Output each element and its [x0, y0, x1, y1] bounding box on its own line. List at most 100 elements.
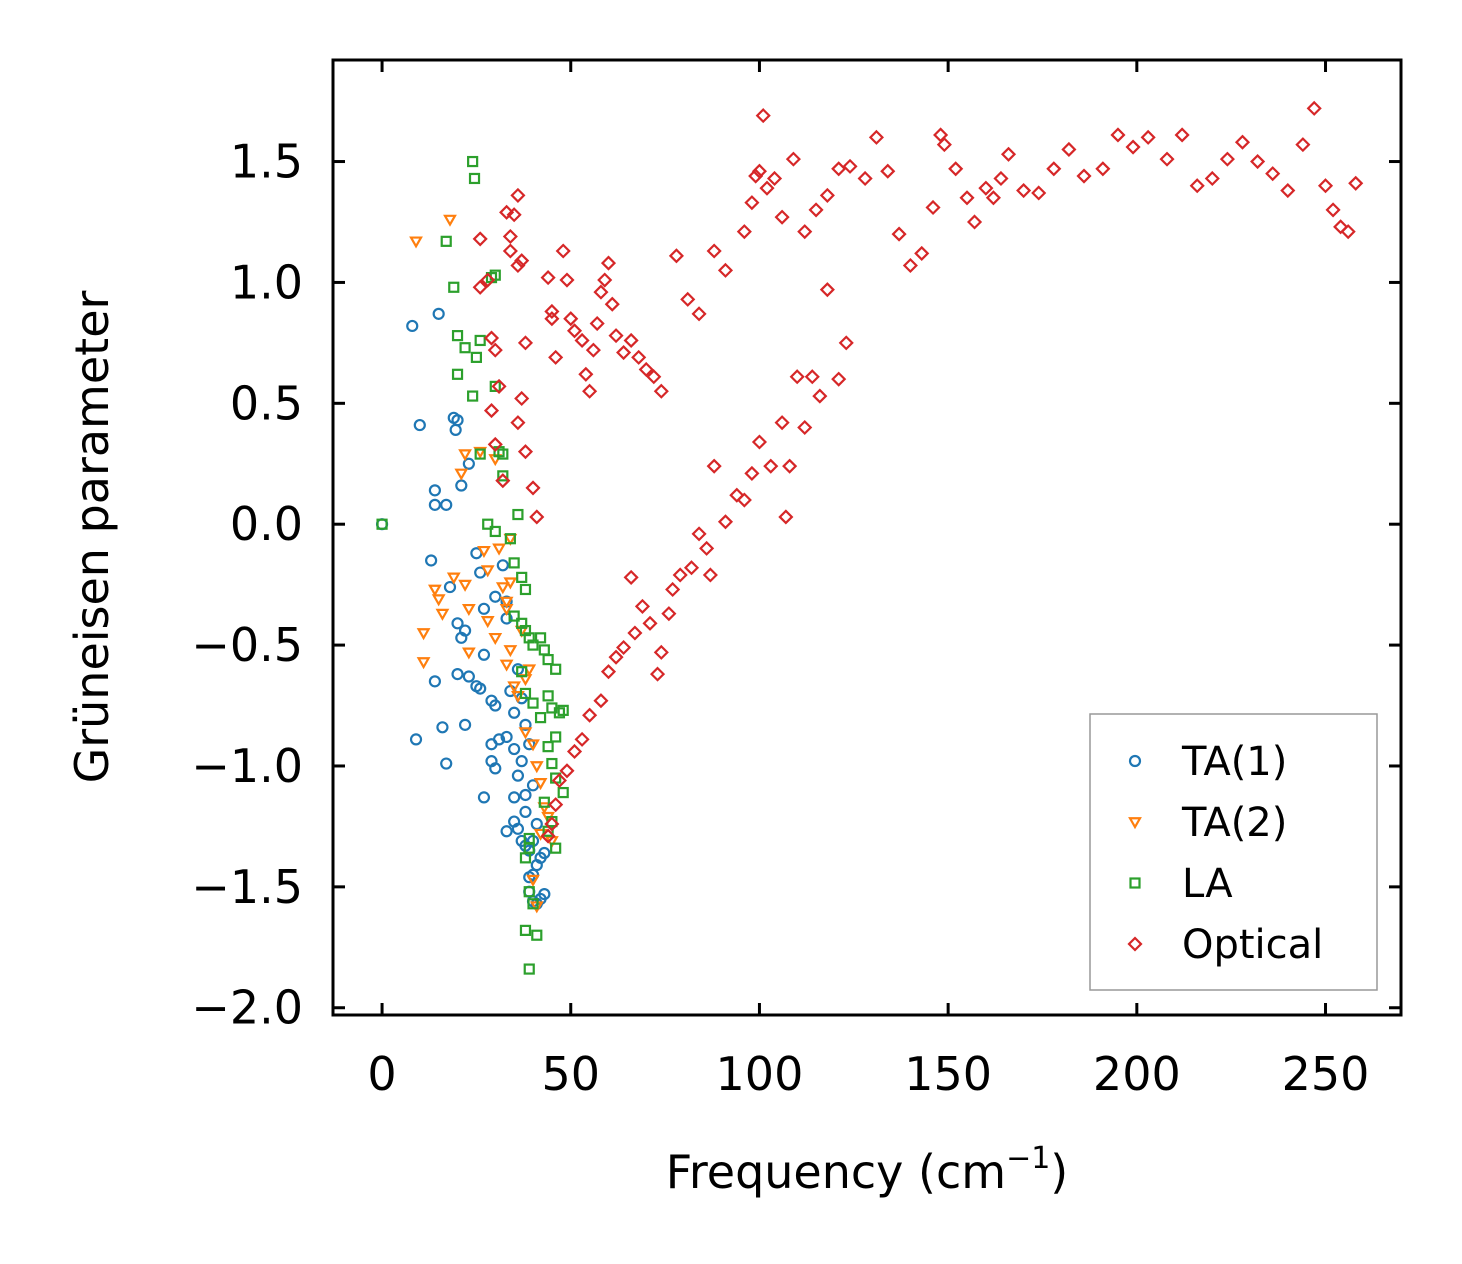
data-point-optical — [1317, 178, 1334, 194]
data-point-ta2 — [529, 761, 544, 774]
data-point-optical — [857, 170, 873, 187]
data-point-la — [376, 518, 388, 530]
data-point-ta2 — [495, 582, 510, 595]
data-point-optical — [638, 361, 654, 378]
data-point-ta1 — [508, 706, 521, 719]
data-point-optical — [514, 253, 530, 269]
data-point-optical — [548, 349, 564, 365]
data-point-optical — [544, 816, 560, 832]
x-tick-label: 200 — [1093, 1047, 1181, 1101]
data-point-optical — [631, 349, 647, 365]
data-point-optical — [544, 303, 560, 319]
data-point-ta2 — [431, 594, 446, 607]
data-point-optical — [668, 248, 684, 264]
data-point-optical — [880, 163, 896, 179]
y-tick-label: −1.0 — [191, 739, 303, 793]
x-tick-label: 250 — [1282, 1047, 1370, 1101]
data-point-la — [516, 666, 528, 678]
data-point-ta2 — [461, 603, 476, 617]
data-point-optical — [959, 190, 975, 206]
plot-frame — [331, 58, 1403, 1017]
legend-marker-ta1 — [1128, 754, 1142, 768]
data-point-optical — [502, 228, 518, 245]
data-point-ta1 — [440, 498, 453, 511]
data-point-optical — [763, 458, 779, 474]
data-point-la — [516, 571, 528, 583]
data-point-optical — [691, 526, 707, 542]
data-point-optical — [804, 369, 820, 385]
data-point-optical — [755, 108, 771, 124]
data-point-ta1 — [458, 718, 472, 731]
data-point-optical — [582, 707, 598, 723]
data-point-optical — [653, 644, 669, 660]
data-point-optical — [748, 168, 764, 184]
data-point-ta2 — [477, 545, 491, 559]
data-point-optical — [582, 383, 598, 399]
data-point-la — [542, 653, 554, 666]
data-point-ta1 — [443, 580, 457, 594]
x-tick-label: 100 — [716, 1047, 804, 1101]
data-point-optical — [914, 245, 930, 261]
data-point-optical — [525, 480, 541, 496]
data-point-optical — [495, 473, 511, 489]
data-point-la — [448, 281, 460, 293]
data-point-optical — [985, 190, 1001, 206]
data-point-ta2 — [499, 596, 514, 609]
data-point-ta2 — [461, 647, 476, 660]
data-point-optical — [774, 209, 790, 225]
data-point-optical — [744, 465, 760, 481]
data-point-la — [474, 334, 486, 347]
data-point-optical — [472, 279, 488, 295]
data-point-optical — [751, 163, 768, 179]
data-point-la — [550, 663, 562, 675]
y-axis-title: Grüneisen parameter — [65, 290, 119, 783]
data-point-ta2 — [480, 616, 495, 629]
data-point-la — [523, 963, 535, 975]
data-point-optical — [616, 344, 632, 361]
data-point-ta1 — [492, 733, 506, 746]
data-point-optical — [1076, 168, 1092, 184]
data-point-optical — [683, 560, 700, 576]
data-point-ta2 — [416, 657, 431, 670]
data-point-la — [523, 886, 535, 898]
data-point-optical — [797, 224, 813, 240]
data-point-optical — [819, 282, 835, 298]
data-point-ta1 — [428, 675, 441, 688]
data-point-optical — [502, 243, 518, 259]
data-point-ta1 — [409, 733, 423, 746]
data-point-la — [489, 269, 501, 281]
data-point-optical — [540, 828, 556, 844]
data-point-optical — [782, 458, 798, 474]
data-point-la — [527, 697, 539, 709]
data-point-optical — [978, 180, 994, 196]
data-point-optical — [600, 664, 617, 680]
data-point-optical — [717, 514, 734, 530]
data-point-optical — [1000, 146, 1017, 162]
y-tick-label: 1.0 — [230, 255, 303, 309]
data-point-ta2 — [458, 579, 472, 592]
data-point-optical — [1265, 166, 1281, 182]
data-point-optical — [1125, 139, 1141, 155]
data-point-optical — [993, 170, 1009, 187]
data-point-la — [512, 508, 524, 521]
data-point-ta1 — [523, 738, 536, 751]
data-point-la — [557, 704, 569, 716]
data-point-optical — [623, 332, 639, 349]
data-point-optical — [925, 199, 941, 216]
data-point-la — [531, 929, 543, 941]
x-axis-title-suffix: ) — [1050, 1145, 1068, 1199]
data-point-la — [474, 448, 486, 460]
data-point-optical — [1280, 183, 1296, 199]
data-point-optical — [778, 509, 794, 525]
data-point-ta2 — [488, 632, 503, 646]
data-point-optical — [744, 195, 760, 211]
data-point-optical — [891, 226, 907, 242]
data-point-optical — [548, 797, 564, 813]
data-point-ta2 — [473, 446, 488, 459]
data-point-optical — [510, 187, 526, 203]
data-point-la — [546, 757, 558, 770]
data-point-la — [459, 342, 471, 354]
data-point-optical — [517, 335, 534, 351]
